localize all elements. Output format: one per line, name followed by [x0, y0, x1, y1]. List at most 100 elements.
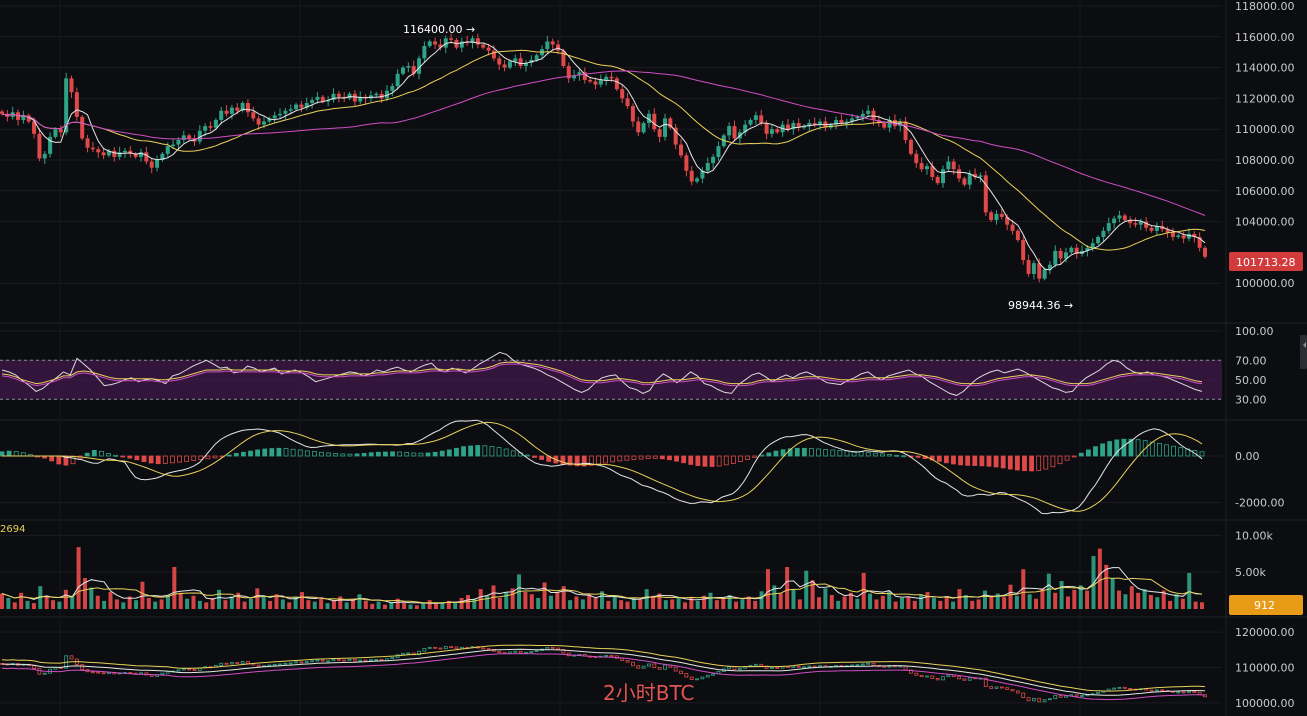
candle	[673, 123, 678, 150]
volume-bar	[197, 600, 202, 609]
candle-body	[208, 126, 213, 128]
scroll-handle[interactable]	[1300, 335, 1307, 369]
overview-candle	[1192, 691, 1197, 693]
macd-bar	[205, 455, 211, 460]
candle	[620, 85, 625, 104]
overview-candle	[1112, 687, 1117, 690]
overview-candle	[625, 660, 630, 663]
candle	[443, 35, 448, 54]
macd-bar	[539, 455, 545, 460]
macd-bar	[652, 455, 658, 459]
candle	[1176, 233, 1181, 239]
macd-bar	[269, 448, 275, 457]
macd-bar	[1000, 455, 1006, 469]
overview-candle	[1096, 691, 1100, 695]
overview-candle	[187, 668, 192, 671]
volume-bar	[255, 588, 260, 609]
volume-bar	[485, 595, 490, 609]
candle-body	[171, 144, 176, 147]
volume-bar	[740, 599, 745, 609]
candle-body	[213, 119, 218, 128]
volume-bar	[695, 600, 700, 609]
candle	[219, 107, 224, 125]
candle	[796, 118, 801, 132]
axis-tick-label: 100.00	[1235, 325, 1274, 338]
axis-tick-label: -2000.00	[1235, 497, 1284, 510]
macd-bar	[461, 446, 466, 457]
overview-candle	[246, 661, 250, 665]
volume-bar	[1117, 590, 1122, 609]
overview-candle	[219, 662, 224, 666]
volume-bar	[12, 602, 17, 609]
macd-bar	[730, 455, 736, 464]
overview-candle	[401, 652, 405, 656]
chart-watermark: 2小时BTC	[603, 681, 694, 705]
overview-candle	[481, 647, 486, 650]
macd-bar	[148, 455, 154, 464]
macd-bar	[752, 455, 758, 458]
macd-bar	[986, 455, 992, 467]
candle-body	[935, 176, 940, 184]
macd-bar	[887, 454, 892, 457]
candle	[106, 148, 111, 158]
candle-body	[1133, 223, 1138, 225]
candle	[545, 35, 550, 52]
candle	[363, 94, 368, 104]
candle	[630, 103, 635, 128]
candle	[272, 111, 277, 124]
volume-bar	[734, 601, 739, 609]
overview-candle	[860, 663, 865, 666]
candle-body	[1042, 269, 1047, 279]
overview-candle	[812, 665, 817, 668]
macd-bar	[1057, 455, 1063, 465]
macd-bar	[184, 455, 190, 462]
candle	[1101, 227, 1106, 242]
overview-candle	[390, 657, 395, 660]
candle-body	[652, 113, 657, 130]
candle-body	[534, 55, 539, 60]
volume-bar	[159, 599, 164, 609]
overview-candle	[379, 658, 384, 661]
candle-body	[908, 139, 913, 154]
candle-body	[267, 118, 272, 122]
candle	[16, 109, 21, 126]
candle-body	[203, 126, 208, 131]
macd-bar	[496, 447, 502, 457]
candle	[636, 116, 641, 136]
volume-bar	[395, 598, 400, 609]
candle	[101, 147, 106, 160]
volume-bar	[1034, 598, 1039, 609]
candle-body	[58, 129, 63, 133]
macd-bar	[588, 455, 594, 466]
volume-bar	[312, 601, 317, 609]
candle	[133, 151, 138, 159]
candle-body	[630, 106, 635, 122]
macd-bar	[894, 454, 900, 457]
overview-candle	[679, 670, 683, 674]
candle	[1010, 220, 1015, 235]
candle	[422, 41, 427, 63]
macd-bar	[809, 448, 814, 457]
overview-candle	[139, 672, 143, 675]
macd-bar	[709, 455, 715, 467]
volume-bar	[1021, 569, 1026, 609]
volume-bar	[185, 598, 190, 609]
candle-body	[128, 150, 133, 154]
volume-bar	[912, 600, 917, 609]
candle-body	[513, 58, 518, 62]
candle-body	[753, 115, 758, 120]
volume-bar	[1002, 597, 1007, 609]
volume-bar	[651, 595, 656, 609]
candle	[90, 142, 95, 152]
volume-bar	[1046, 573, 1051, 609]
volume-bar	[561, 586, 566, 609]
candle-body	[802, 126, 806, 128]
macd-bar	[248, 450, 253, 457]
macd-bar	[454, 447, 459, 457]
macd-bar	[312, 451, 317, 457]
candle-body	[37, 133, 42, 159]
candle-body	[1069, 247, 1074, 253]
volume-bar	[580, 599, 585, 609]
candle	[53, 127, 58, 139]
candle-body	[21, 115, 26, 120]
